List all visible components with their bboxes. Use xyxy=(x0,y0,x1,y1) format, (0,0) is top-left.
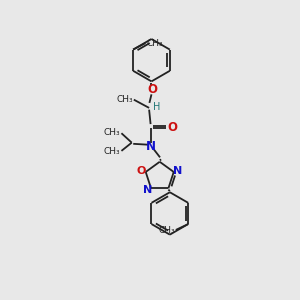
Text: N: N xyxy=(173,167,182,176)
Text: O: O xyxy=(168,121,178,134)
Text: CH₃: CH₃ xyxy=(116,94,133,103)
Text: CH₃: CH₃ xyxy=(146,39,163,48)
Text: O: O xyxy=(137,166,146,176)
Text: CH₃: CH₃ xyxy=(104,147,121,156)
Text: N: N xyxy=(146,140,156,153)
Text: H: H xyxy=(153,102,161,112)
Text: CH₃: CH₃ xyxy=(159,226,175,235)
Text: CH₃: CH₃ xyxy=(104,128,121,137)
Text: N: N xyxy=(142,184,152,195)
Text: O: O xyxy=(147,83,157,96)
